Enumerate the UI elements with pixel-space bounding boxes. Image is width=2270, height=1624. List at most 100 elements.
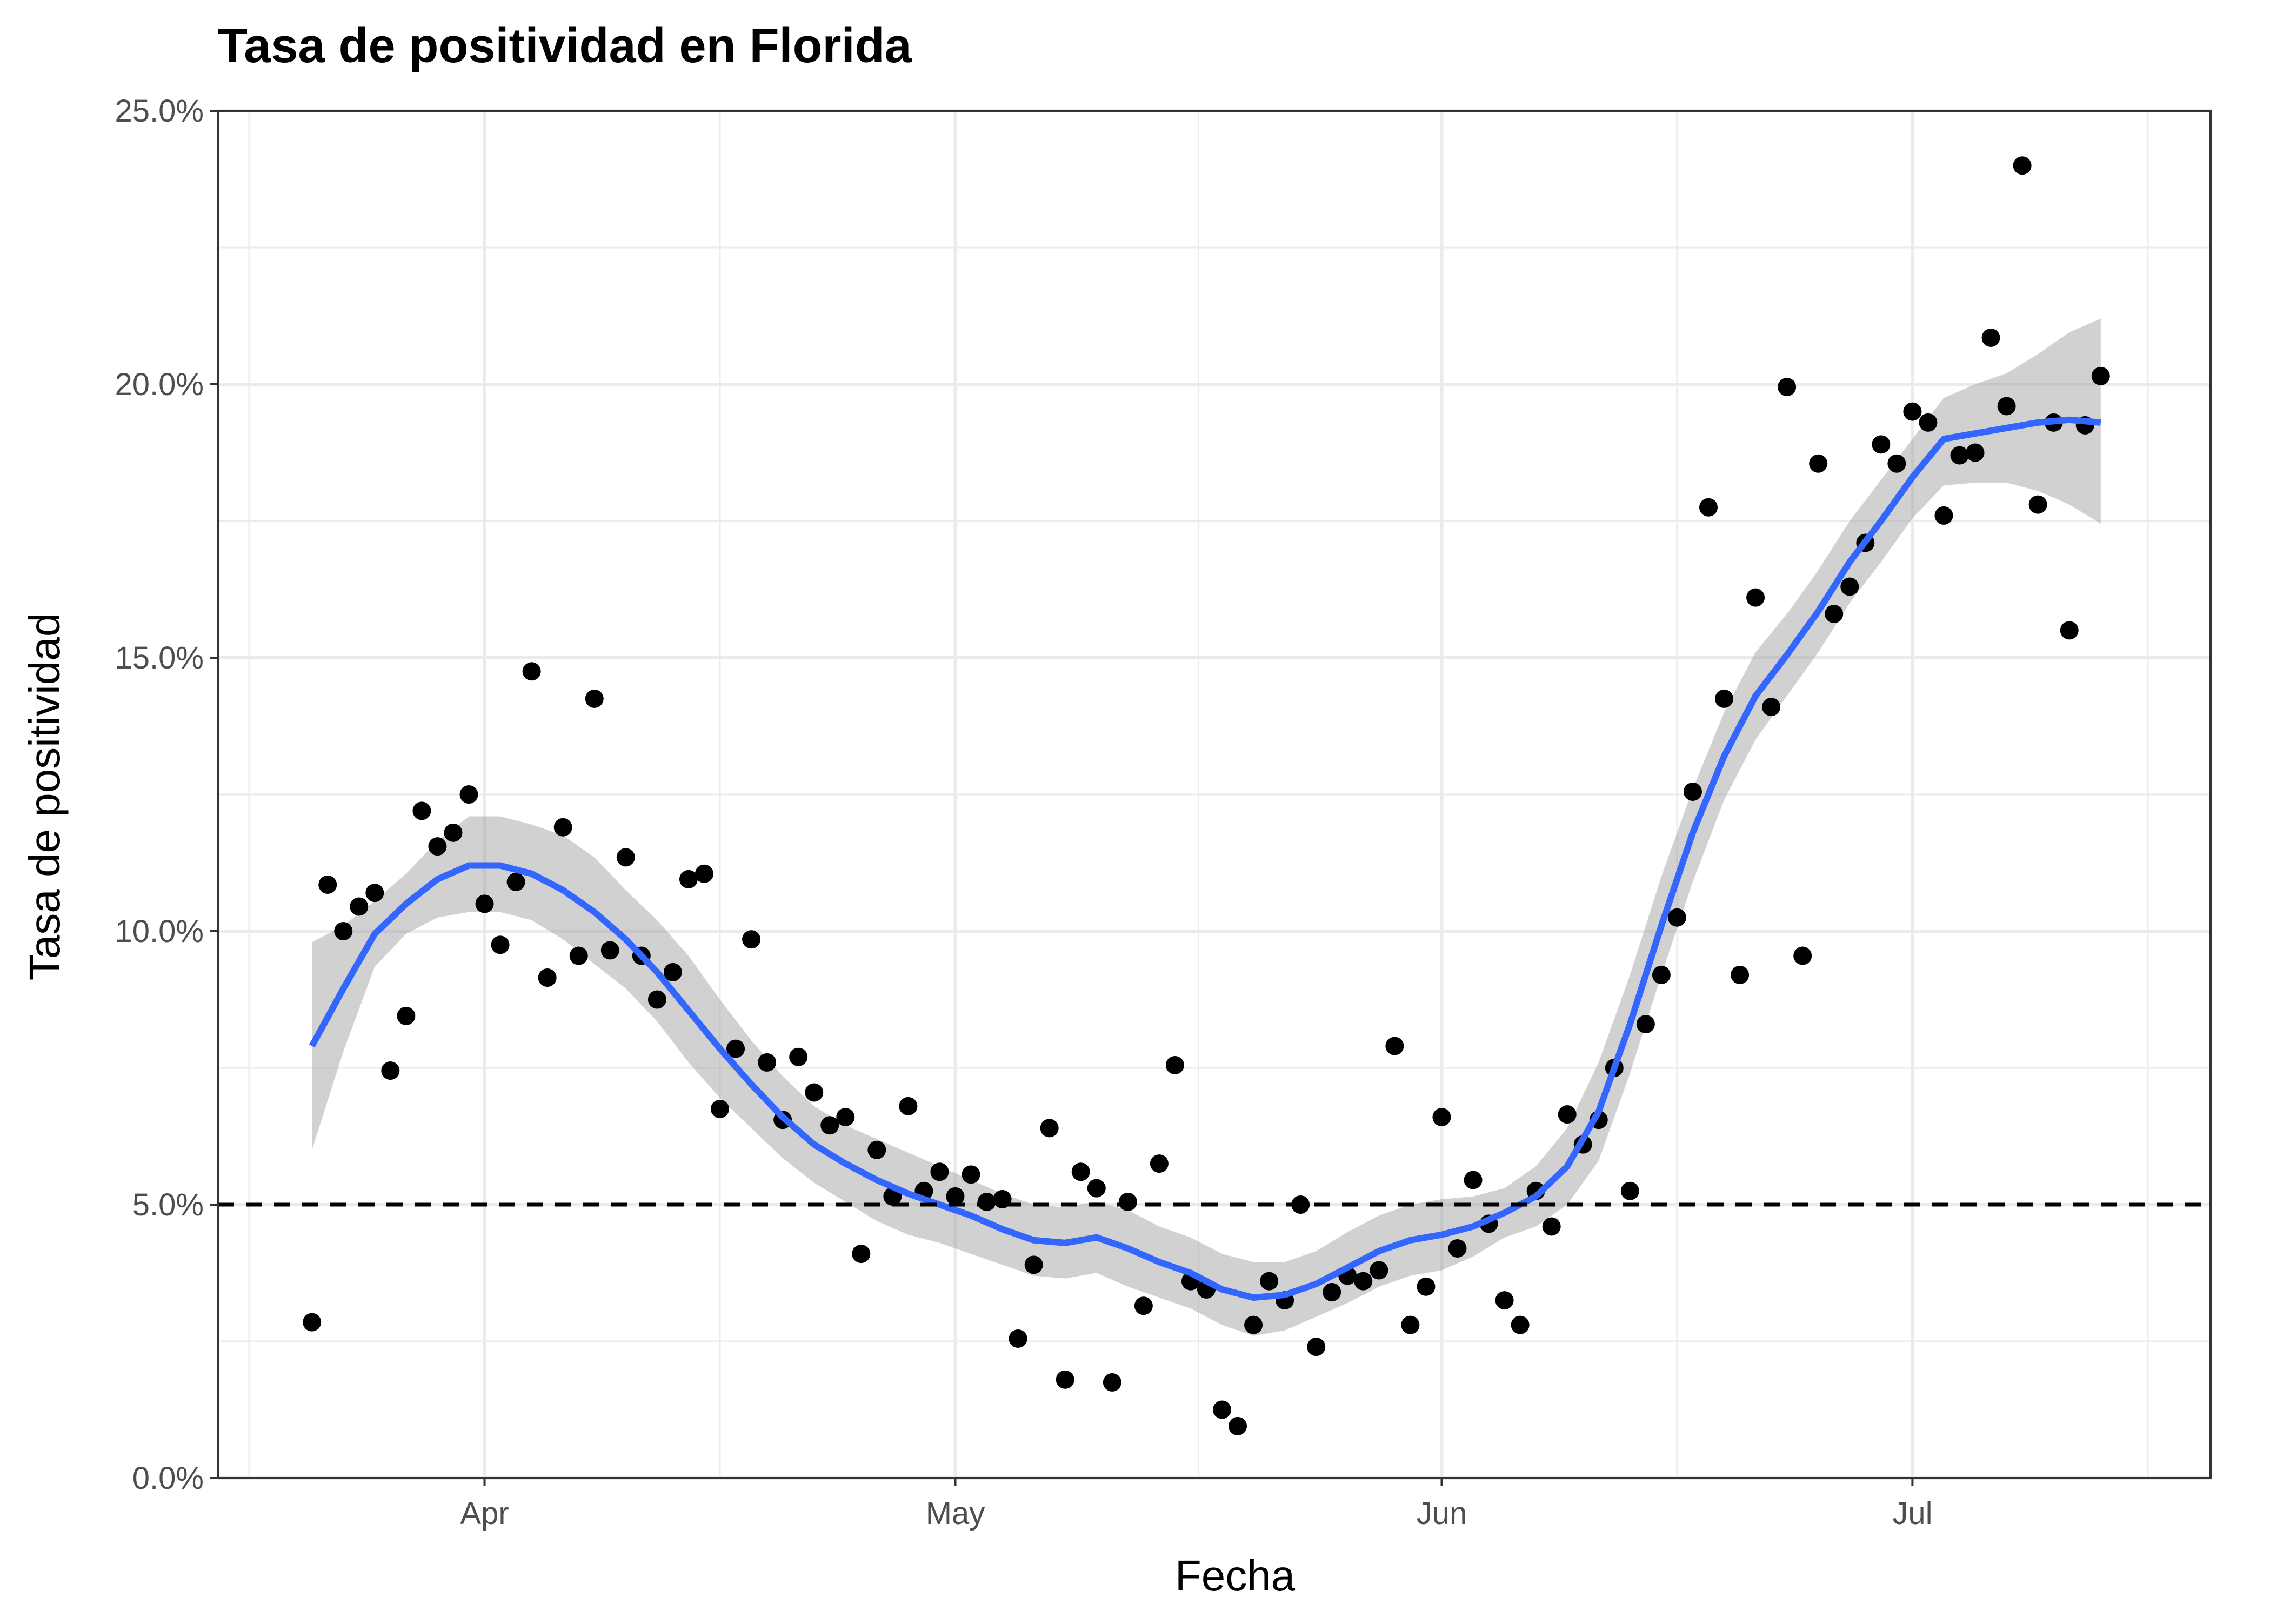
data-point bbox=[1354, 1272, 1373, 1291]
data-point bbox=[475, 894, 494, 913]
data-point bbox=[852, 1245, 871, 1264]
data-point bbox=[1652, 965, 1671, 984]
data-point bbox=[695, 864, 713, 883]
data-point bbox=[1542, 1217, 1561, 1236]
y-tick-label: 25.0% bbox=[115, 93, 204, 129]
data-point bbox=[1165, 1055, 1184, 1074]
data-point bbox=[962, 1165, 980, 1184]
data-point bbox=[1307, 1338, 1326, 1356]
data-point bbox=[1715, 689, 1734, 708]
data-point bbox=[538, 968, 557, 987]
y-tick-label: 15.0% bbox=[115, 640, 204, 676]
data-point bbox=[930, 1162, 949, 1181]
data-point bbox=[1950, 446, 1969, 465]
data-point bbox=[334, 922, 353, 940]
x-tick-label: May bbox=[926, 1496, 985, 1531]
data-point bbox=[1260, 1272, 1279, 1291]
data-point bbox=[1024, 1255, 1043, 1274]
data-point bbox=[1323, 1282, 1341, 1301]
data-point bbox=[1087, 1179, 1106, 1198]
chart-title: Tasa de positividad en Florida bbox=[218, 19, 912, 73]
y-tick-label: 0.0% bbox=[132, 1461, 204, 1496]
data-point bbox=[1150, 1154, 1169, 1173]
data-point bbox=[318, 875, 337, 894]
data-point bbox=[1699, 498, 1718, 517]
data-point bbox=[1683, 782, 1702, 801]
data-point bbox=[836, 1108, 855, 1127]
data-point bbox=[2091, 366, 2110, 385]
data-point bbox=[412, 801, 431, 820]
data-point bbox=[491, 935, 510, 954]
x-tick-label: Jun bbox=[1417, 1496, 1467, 1531]
data-point bbox=[1495, 1291, 1514, 1310]
data-point bbox=[2013, 156, 2032, 175]
confidence-ribbon bbox=[312, 318, 2101, 1336]
data-point bbox=[1840, 577, 1859, 596]
data-point bbox=[1071, 1162, 1090, 1181]
data-point bbox=[381, 1061, 400, 1080]
data-point bbox=[789, 1047, 808, 1066]
data-point bbox=[867, 1140, 886, 1159]
data-point bbox=[1009, 1329, 1027, 1348]
data-point bbox=[1370, 1261, 1388, 1280]
y-tick-label: 20.0% bbox=[115, 367, 204, 402]
data-point bbox=[647, 990, 666, 1009]
x-axis-title: Fecha bbox=[1175, 1552, 1296, 1600]
data-point bbox=[2028, 495, 2047, 514]
data-point bbox=[569, 946, 588, 965]
data-point bbox=[1887, 454, 1906, 473]
data-point bbox=[1809, 454, 1828, 473]
data-point bbox=[805, 1083, 824, 1102]
data-point bbox=[1040, 1119, 1059, 1138]
data-point bbox=[365, 884, 384, 903]
data-point bbox=[459, 785, 478, 804]
data-point bbox=[522, 662, 541, 681]
data-point bbox=[1385, 1037, 1404, 1055]
data-point bbox=[444, 823, 463, 842]
data-point bbox=[1432, 1108, 1451, 1127]
trend-line bbox=[309, 416, 2101, 1301]
data-point bbox=[428, 837, 447, 856]
data-point bbox=[726, 1039, 745, 1058]
data-point bbox=[1903, 402, 1922, 421]
data-point bbox=[1997, 397, 2016, 416]
data-point bbox=[663, 963, 682, 981]
data-point bbox=[1118, 1192, 1137, 1211]
data-point bbox=[758, 1053, 777, 1072]
y-tick-label: 5.0% bbox=[132, 1187, 204, 1222]
data-point bbox=[977, 1192, 996, 1211]
data-point bbox=[1746, 588, 1765, 607]
data-point bbox=[1620, 1181, 1639, 1200]
data-point bbox=[1872, 435, 1891, 454]
data-point bbox=[1448, 1239, 1467, 1258]
data-point bbox=[600, 941, 619, 960]
data-point bbox=[899, 1097, 918, 1115]
data-point bbox=[506, 872, 525, 891]
data-point bbox=[350, 897, 369, 916]
data-point bbox=[1558, 1105, 1577, 1124]
x-tick-label: Apr bbox=[460, 1496, 509, 1531]
plot-area: 0.0% 5.0% 10.0% 15.0% 20.0% 25.0% Apr May Jun Jul bbox=[115, 93, 2212, 1531]
y-axis-title: Tasa de positividad bbox=[21, 613, 69, 980]
data-point bbox=[585, 689, 604, 708]
data-point bbox=[1417, 1277, 1436, 1296]
data-point bbox=[1919, 413, 1938, 432]
data-point bbox=[1731, 965, 1750, 984]
x-tick-label: Jul bbox=[1892, 1496, 1932, 1531]
data-point bbox=[1244, 1315, 1263, 1334]
data-point bbox=[711, 1099, 730, 1118]
data-point bbox=[1213, 1400, 1232, 1419]
data-point bbox=[1511, 1315, 1530, 1334]
data-point bbox=[553, 818, 572, 837]
data-point bbox=[1229, 1416, 1247, 1435]
data-point bbox=[1762, 698, 1781, 717]
data-point bbox=[742, 930, 761, 949]
data-point bbox=[1966, 443, 1985, 462]
data-point bbox=[397, 1006, 416, 1025]
data-point bbox=[1464, 1171, 1483, 1189]
data-point bbox=[1056, 1370, 1074, 1389]
data-point bbox=[1103, 1373, 1121, 1392]
data-point bbox=[1667, 908, 1686, 927]
